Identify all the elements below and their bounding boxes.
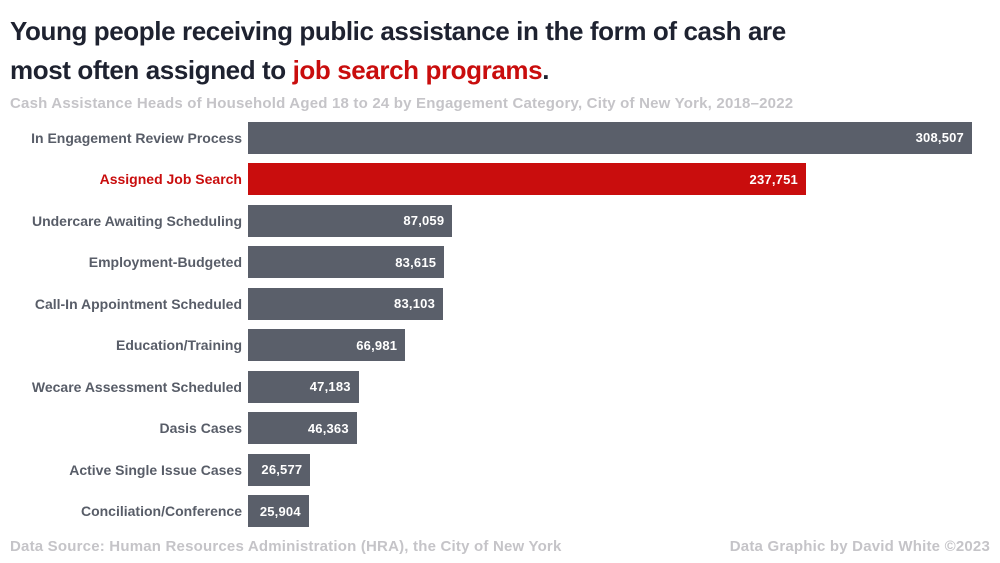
bar-chart: In Engagement Review Process 308,507 Assig…	[10, 117, 990, 532]
bar-track: 83,103	[248, 287, 990, 320]
bar-track: 47,183	[248, 370, 990, 403]
page-title: Young people receiving public assistance…	[10, 12, 990, 90]
category-label: Education/Training	[115, 337, 242, 354]
footer: Data Source: Human Resources Administrat…	[10, 538, 990, 555]
bar: 87,059	[248, 204, 453, 237]
bar-track: 308,507	[248, 121, 990, 154]
chart-row: Wecare Assessment Scheduled 47,183	[10, 366, 990, 408]
title-line2-suffix: .	[542, 55, 550, 85]
chart-row: Employment-Budgeted 83,615	[10, 242, 990, 284]
title-highlight-text: job search programs	[292, 55, 543, 85]
bar-track: 83,615	[248, 246, 990, 279]
credit-text: Data Graphic by David White ©2023	[729, 538, 990, 555]
bar-value-label: 83,103	[394, 296, 436, 312]
bar-track: 87,059	[248, 204, 990, 237]
chart-row: Call-In Appointment Scheduled 83,103	[10, 283, 990, 325]
bar-track: 25,904	[248, 495, 990, 528]
chart-subtitle: Cash Assistance Heads of Household Aged …	[10, 95, 794, 112]
category-label: Conciliation/Conference	[80, 503, 242, 520]
bar: 25,904	[248, 495, 309, 528]
bar-value-label: 308,507	[915, 130, 964, 146]
chart-row: Education/Training 66,981	[10, 325, 990, 367]
bar-value-label: 83,615	[395, 254, 437, 270]
chart-row: Conciliation/Conference 25,904	[10, 491, 990, 533]
bar: 66,981	[248, 329, 406, 362]
bar: 83,103	[248, 287, 444, 320]
chart-row: In Engagement Review Process 308,507	[10, 117, 990, 159]
chart-row: Undercare Awaiting Scheduling 87,059	[10, 200, 990, 242]
title-line2-prefix: most often assigned to	[10, 55, 293, 85]
bar-track: 66,981	[248, 329, 990, 362]
category-label: Wecare Assessment Scheduled	[31, 378, 242, 395]
bar-highlighted: 237,751	[248, 163, 806, 196]
category-label: Call-In Appointment Scheduled	[34, 295, 242, 312]
chart-row: Dasis Cases 46,363	[10, 408, 990, 450]
bar: 26,577	[248, 453, 311, 486]
bar: 47,183	[248, 370, 359, 403]
bar-value-label: 26,577	[261, 462, 303, 478]
data-source-text: Data Source: Human Resources Administrat…	[10, 538, 562, 555]
bar-value-label: 87,059	[403, 213, 445, 229]
bar-value-label: 66,981	[356, 337, 398, 353]
title-line1: Young people receiving public assistance…	[10, 16, 786, 46]
bar: 308,507	[248, 121, 972, 154]
bar-track: 237,751	[248, 163, 990, 196]
bar-value-label: 47,183	[309, 379, 351, 395]
category-label: Employment-Budgeted	[88, 254, 242, 271]
chart-row: Assigned Job Search 237,751	[10, 159, 990, 201]
category-label: Dasis Cases	[159, 420, 242, 437]
bar-track: 46,363	[248, 412, 990, 445]
category-label: Undercare Awaiting Scheduling	[31, 212, 242, 229]
bar: 83,615	[248, 246, 445, 279]
category-label: In Engagement Review Process	[31, 129, 242, 146]
bar-value-label: 25,904	[259, 503, 301, 519]
bar-value-label: 237,751	[749, 171, 798, 187]
bar-value-label: 46,363	[307, 420, 349, 436]
chart-row: Active Single Issue Cases 26,577	[10, 449, 990, 491]
bar-track: 26,577	[248, 453, 990, 486]
category-label: Assigned Job Search	[99, 171, 242, 188]
category-label: Active Single Issue Cases	[69, 461, 242, 478]
bar: 46,363	[248, 412, 357, 445]
